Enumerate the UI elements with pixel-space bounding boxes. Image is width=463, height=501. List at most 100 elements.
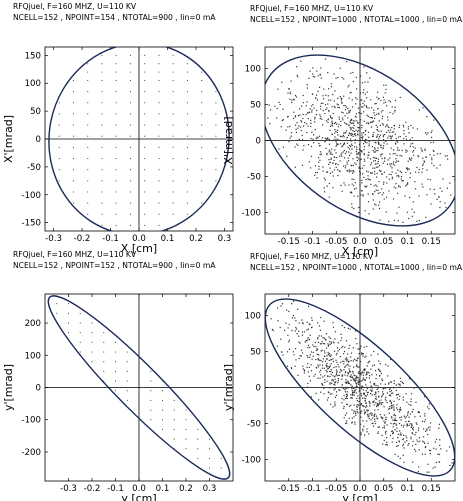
particle-point: [332, 122, 334, 125]
particle-point: [215, 180, 217, 182]
particle-point: [344, 371, 346, 373]
particle-point: [360, 99, 362, 101]
particle-point: [328, 138, 331, 141]
particle-point: [312, 75, 314, 78]
particle-point: [326, 171, 329, 173]
particle-point: [355, 103, 357, 105]
particle-point: [409, 423, 411, 425]
particle-point: [414, 434, 416, 436]
particle-point: [392, 113, 394, 115]
particle-point: [312, 351, 314, 354]
particle-point: [368, 107, 370, 109]
particle-point: [343, 363, 345, 365]
particle-point: [426, 115, 428, 118]
particle-point: [172, 79, 174, 81]
particle-point: [334, 156, 336, 158]
particle-point: [371, 107, 373, 109]
particle-point: [415, 401, 417, 403]
particle-point: [58, 169, 60, 171]
particle-point: [381, 378, 383, 380]
particle-point: [397, 136, 400, 138]
particle-point: [292, 314, 294, 317]
particle-point: [339, 95, 341, 98]
particle-point: [301, 134, 303, 137]
particle-point: [399, 135, 401, 138]
particle-point: [394, 109, 396, 111]
y-axis-label: y'[mrad]: [222, 364, 235, 411]
particle-point: [418, 156, 420, 158]
particle-point: [340, 99, 343, 101]
particle-point: [314, 172, 317, 174]
particle-point: [351, 148, 353, 150]
particle-point: [421, 420, 424, 422]
particle-point: [299, 114, 301, 116]
particle-point: [356, 409, 358, 411]
particle-point: [328, 88, 330, 90]
particle-point: [353, 374, 355, 376]
particle-point: [360, 136, 363, 139]
particle-point: [372, 365, 374, 367]
particle-point: [320, 374, 322, 376]
particle-point: [172, 113, 174, 115]
particle-point: [422, 186, 424, 188]
particle-point: [351, 206, 353, 208]
particle-point: [375, 124, 377, 126]
particle-point: [370, 121, 372, 123]
particle-point: [371, 394, 373, 396]
particle-point: [363, 372, 365, 374]
particle-point: [368, 143, 370, 145]
particle-point: [385, 416, 387, 418]
particle-point: [403, 461, 405, 463]
particle-point: [341, 397, 343, 400]
particle-point: [366, 431, 368, 433]
particle-point: [301, 331, 304, 333]
particle-point: [308, 366, 311, 368]
particle-point: [300, 349, 303, 351]
particle-point: [359, 172, 361, 174]
particle-point: [324, 179, 326, 181]
particle-point: [395, 424, 398, 426]
particle-point: [340, 369, 342, 371]
particle-point: [349, 371, 352, 373]
particle-point: [344, 374, 346, 376]
particle-point: [331, 379, 333, 381]
particle-point: [434, 466, 436, 468]
particle-point: [371, 390, 373, 393]
particle-point: [374, 167, 376, 169]
particle-point: [435, 438, 438, 440]
particle-point: [415, 422, 417, 424]
particle-point: [363, 111, 365, 113]
particle-point: [380, 144, 382, 146]
y-tick-label: 50: [30, 107, 41, 117]
particle-point: [357, 133, 359, 135]
particle-point: [362, 377, 364, 379]
particle-point: [411, 424, 413, 426]
particle-point: [430, 136, 433, 139]
particle-point: [415, 450, 417, 452]
particle-point: [361, 379, 364, 381]
particle-point: [344, 414, 346, 416]
particle-point: [432, 141, 435, 143]
particle-point: [333, 100, 335, 102]
particle-point: [377, 353, 379, 355]
particle-point: [319, 343, 322, 345]
particle-point: [341, 347, 343, 349]
particle-point: [344, 152, 347, 155]
particle-point: [277, 320, 279, 322]
particle-point: [400, 424, 403, 426]
particle-point: [303, 125, 305, 127]
particle-point: [350, 152, 352, 154]
particle-point: [144, 135, 146, 137]
particle-point: [72, 91, 74, 93]
particle-point: [335, 77, 337, 79]
particle-point: [322, 358, 325, 360]
particle-point: [403, 138, 405, 140]
particle-point: [348, 84, 350, 86]
particle-point: [129, 135, 131, 137]
particle-point: [325, 108, 327, 111]
particle-point: [351, 170, 353, 172]
particle-point: [372, 160, 375, 162]
particle-point: [366, 97, 368, 99]
particle-point: [362, 194, 364, 196]
particle-point: [287, 116, 289, 118]
